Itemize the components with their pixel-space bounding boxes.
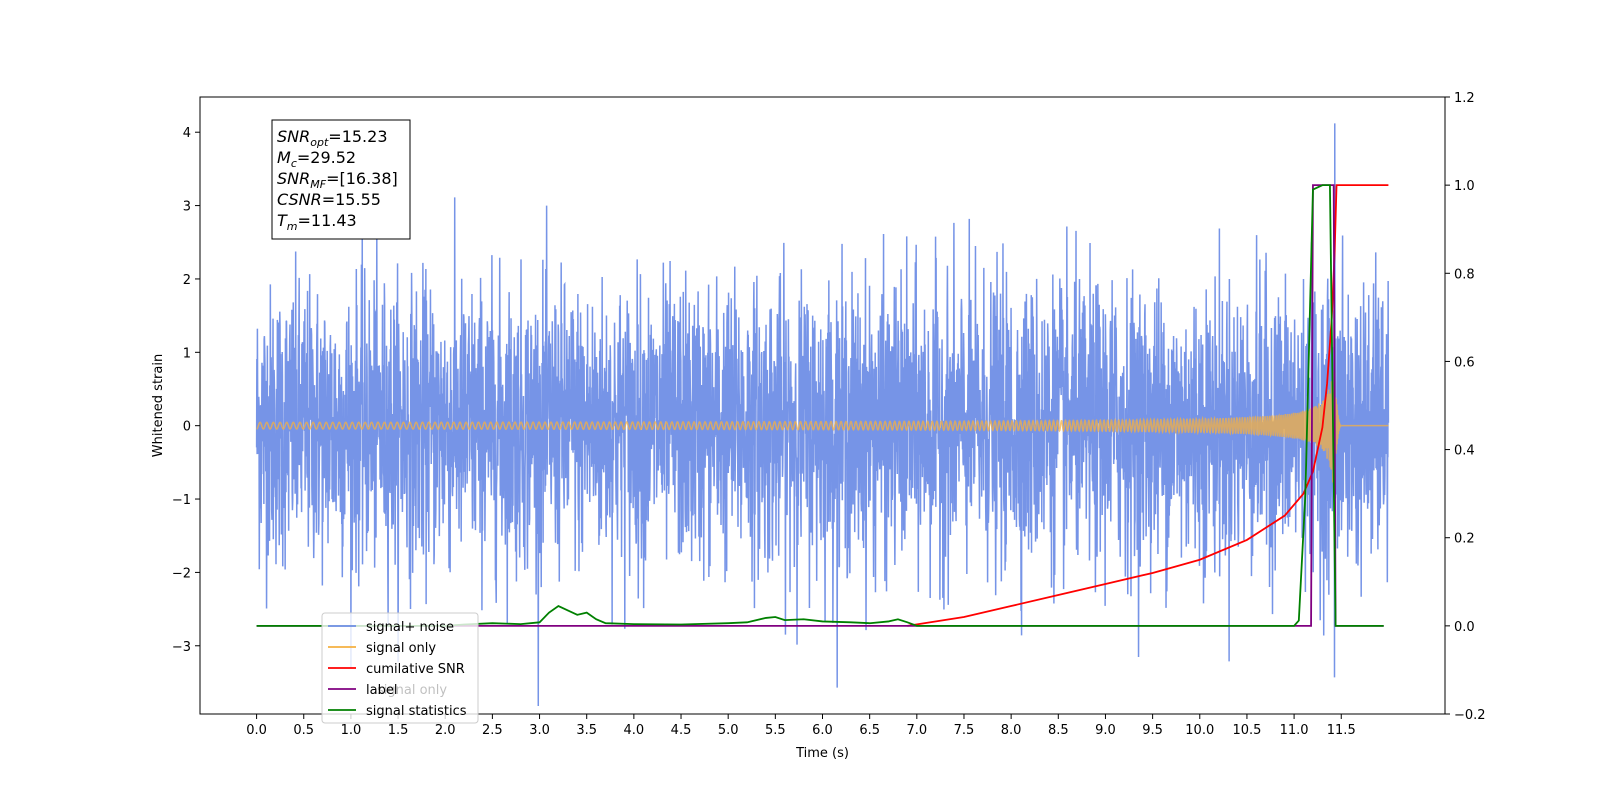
- x-tick-label: 6.5: [859, 723, 880, 738]
- annotation-line: CSNR=15.55: [277, 190, 381, 209]
- series-signal-only: [256, 370, 1389, 483]
- x-tick-label: 3.5: [576, 723, 597, 738]
- y2-tick-label: 1.0: [1454, 179, 1475, 194]
- annotation-frame: [271, 119, 411, 240]
- y-tick-label: 3: [183, 200, 191, 215]
- x-tick-label: 6.0: [812, 723, 833, 738]
- legend-label: cumilative SNR: [366, 662, 465, 677]
- legend: signal+ noise signal only cumilative SNR la…: [321, 612, 479, 724]
- x-tick-label: 7.5: [954, 723, 975, 738]
- legend-overlap-label: signal only: [377, 683, 447, 698]
- y2-tick-label: 0.4: [1454, 444, 1475, 459]
- x-tick-label: 5.5: [765, 723, 786, 738]
- legend-label: signal only: [366, 641, 436, 656]
- plot-area: [255, 123, 1390, 706]
- x-tick-label: 5.0: [718, 723, 739, 738]
- x-tick-label: 4.5: [671, 723, 692, 738]
- y2-tick-label: 1.2: [1454, 91, 1475, 106]
- legend-label: signal statistics: [366, 704, 467, 719]
- x-tick-label: 9.0: [1095, 723, 1116, 738]
- y2-tick-label: −0.2: [1454, 708, 1486, 723]
- annotation-line: Tm=11.43: [277, 211, 357, 233]
- annotation-line: SNRMF=[16.38]: [277, 169, 398, 191]
- x-tick-label: 8.0: [1001, 723, 1022, 738]
- y-tick-label: −1: [172, 493, 191, 508]
- y-tick-label: 1: [183, 346, 191, 361]
- annotation-box: SNRopt=15.23Mc=29.52SNRMF=[16.38]CSNR=15…: [271, 119, 411, 240]
- legend-frame: [321, 612, 479, 724]
- x-tick-label: 11.5: [1327, 723, 1356, 738]
- x-tick-label: 0.5: [293, 723, 314, 738]
- y-tick-label: 0: [183, 420, 191, 435]
- legend-label: signal+ noise: [366, 620, 454, 635]
- series-signal-statistics: [256, 184, 1384, 627]
- series-signal-noise: [255, 123, 1390, 706]
- x-tick-label: 1.0: [341, 723, 362, 738]
- x-tick-label: 10.0: [1185, 723, 1214, 738]
- series-cumulative-snr: [907, 184, 1389, 627]
- annotation-line: SNRopt=15.23: [277, 127, 388, 149]
- y2-tick-label: 0.8: [1454, 267, 1475, 282]
- x-tick-label: 8.5: [1048, 723, 1069, 738]
- x-tick-label: 1.5: [388, 723, 409, 738]
- y-tick-label: 2: [183, 273, 191, 288]
- annotation-line: Mc=29.52: [277, 148, 356, 170]
- x-tick-label: 9.5: [1142, 723, 1163, 738]
- y2-tick-label: 0.0: [1454, 620, 1475, 635]
- x-tick-label: 3.0: [529, 723, 550, 738]
- y-tick-label: −2: [172, 566, 191, 581]
- x-tick-label: 7.0: [906, 723, 927, 738]
- x-axis-label: Time (s): [795, 746, 849, 761]
- y-tick-label: −3: [172, 640, 191, 655]
- x-tick-label: 2.0: [435, 723, 456, 738]
- y-tick-label: 4: [183, 126, 191, 141]
- x-tick-label: 2.5: [482, 723, 503, 738]
- y-axis-label: Whitened strain: [151, 354, 166, 457]
- x-tick-label: 10.5: [1232, 723, 1261, 738]
- x-tick-label: 11.0: [1280, 723, 1309, 738]
- y2-tick-label: 0.6: [1454, 355, 1475, 370]
- x-tick-label: 4.0: [624, 723, 645, 738]
- x-tick-label: 0.0: [246, 723, 267, 738]
- legend-label: label: [366, 683, 397, 698]
- y2-tick-label: 0.2: [1454, 532, 1475, 547]
